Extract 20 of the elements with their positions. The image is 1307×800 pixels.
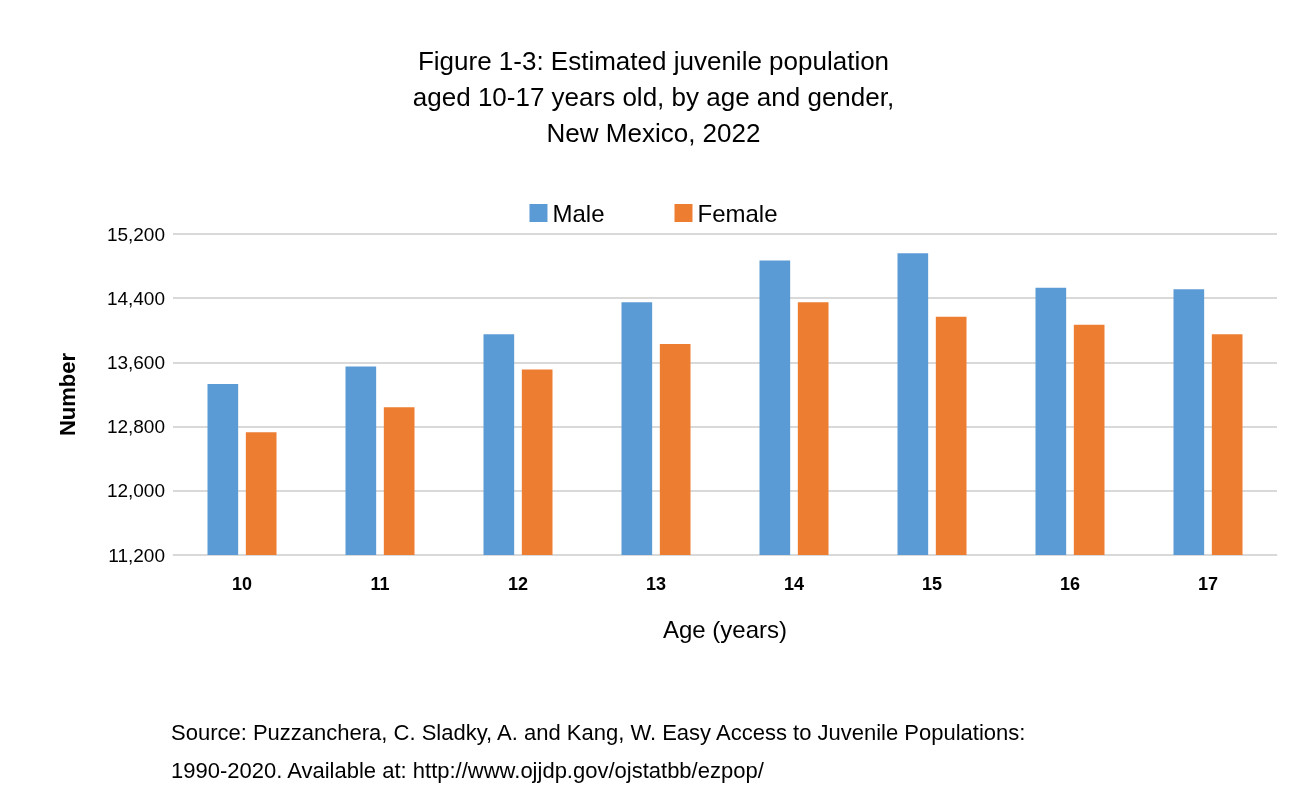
- x-tick-label: 15: [921, 574, 943, 594]
- legend-label: Male: [552, 199, 605, 227]
- legend-label: Female: [697, 199, 778, 227]
- x-tick-label: 17: [1197, 574, 1219, 594]
- x-tick-label: 16: [1059, 574, 1081, 594]
- x-tick-label: 13: [645, 574, 667, 594]
- x-axis-title: Age (years): [662, 615, 788, 643]
- y-tick-label: 15,200: [106, 223, 165, 245]
- x-tick-label: 11: [370, 574, 390, 594]
- x-tick-label: 10: [231, 574, 253, 594]
- source-note: Source: Puzzanchera, C. Sladky, A. and Kang, W. Easy Access to Juvenile Populations: 1990-2020. Available at: http://www.ojjdp.gov/ojstatbb/ezpop/: [171, 719, 1026, 783]
- y-axis-title: Number: [54, 352, 80, 437]
- chart-title: Figure 1-3: Estimated juvenile population aged 10-17 years old, by age and gender, New Mexico, 2022: [412, 46, 895, 148]
- x-tick-label: 14: [783, 574, 805, 594]
- x-tick-label: 12: [507, 574, 529, 594]
- y-tick-label: 14,400: [106, 287, 165, 309]
- y-tick-label: 12,800: [106, 416, 165, 438]
- y-tick-label: 12,000: [106, 480, 165, 502]
- y-tick-label: 11,200: [108, 544, 165, 566]
- y-tick-label: 13,600: [106, 351, 165, 373]
